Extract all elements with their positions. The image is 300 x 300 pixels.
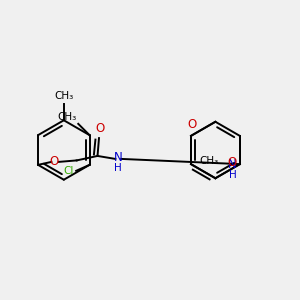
Text: N: N (228, 158, 237, 171)
Text: H: H (114, 163, 122, 173)
Text: O: O (188, 118, 197, 131)
Text: Cl: Cl (64, 167, 74, 176)
Text: CH₃: CH₃ (200, 156, 219, 166)
Text: O: O (50, 155, 59, 168)
Text: H: H (229, 169, 237, 179)
Text: O: O (227, 156, 236, 169)
Text: N: N (114, 151, 123, 164)
Text: CH₃: CH₃ (57, 112, 76, 122)
Text: O: O (96, 122, 105, 135)
Text: CH₃: CH₃ (54, 91, 74, 101)
